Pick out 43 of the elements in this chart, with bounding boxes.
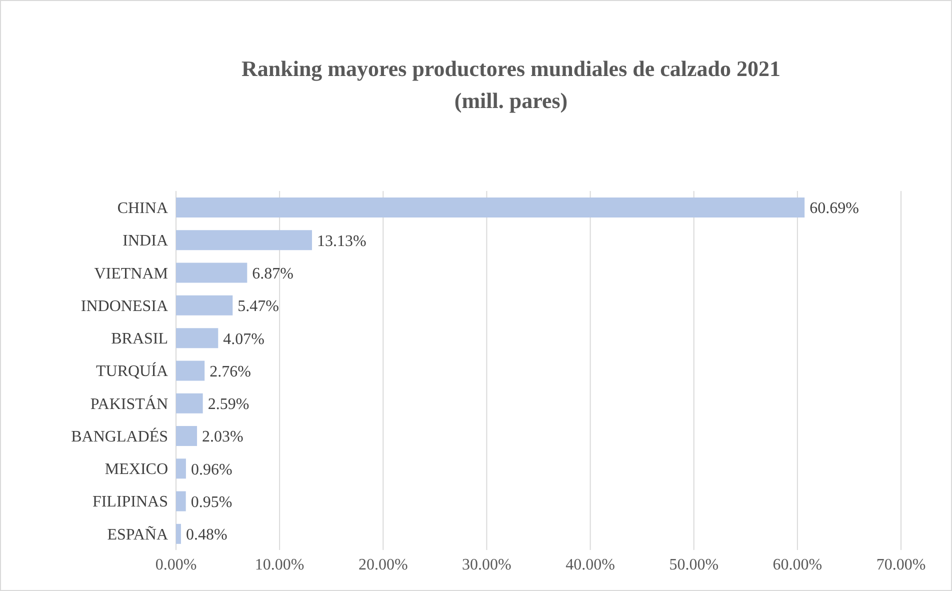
y-tick-label: TURQUÍA	[96, 362, 168, 380]
x-tick-label: 10.00%	[254, 556, 304, 574]
data-label: 6.87%	[252, 265, 294, 282]
y-tick-label: PAKISTÁN	[90, 394, 168, 413]
y-tick-label: VIETNAM	[94, 265, 168, 282]
y-tick-label: INDIA	[122, 232, 168, 250]
bar	[176, 230, 312, 250]
bar	[176, 524, 181, 544]
chart-title: Ranking mayores productores mundiales de calzado 2021	[240, 55, 782, 83]
x-tick-label: 30.00%	[462, 556, 512, 574]
x-tick-label: 60.00%	[772, 556, 822, 574]
x-tick-label: 20.00%	[358, 556, 408, 574]
data-label: 2.03%	[202, 428, 244, 446]
bar	[176, 491, 186, 512]
bar	[176, 198, 805, 218]
x-tick-label: 50.00%	[669, 556, 719, 574]
bar	[176, 360, 205, 381]
data-label: 0.96%	[190, 461, 232, 478]
data-label: 4.07%	[223, 330, 264, 348]
data-label: 2.76%	[210, 363, 251, 380]
bar	[176, 458, 186, 479]
data-label: 2.59%	[208, 396, 250, 414]
x-tick-label: 70.00%	[876, 556, 926, 574]
y-tick-label: INDONESIA	[80, 298, 168, 315]
chart-subtitle: (mill. pares)	[453, 87, 569, 115]
x-tick-label: 0.00%	[155, 556, 197, 574]
bar	[176, 393, 203, 414]
data-label: 5.47%	[238, 298, 279, 316]
data-label: 60.69%	[810, 200, 859, 218]
bar	[176, 295, 233, 316]
y-tick-label: BRASIL	[111, 330, 168, 348]
y-tick-label: ESPAÑA	[107, 525, 168, 544]
bar	[176, 426, 198, 446]
y-tick-label: MEXICO	[104, 461, 168, 478]
data-label: 13.13%	[316, 232, 366, 250]
bar	[176, 262, 248, 283]
data-label: 0.95%	[190, 494, 232, 511]
data-label: 0.48%	[186, 526, 228, 544]
y-tick-label: BANGLADÉS	[71, 427, 168, 446]
x-tick-label: 40.00%	[566, 556, 615, 574]
y-tick-label: FILIPINAS	[92, 494, 168, 511]
y-tick-label: CHINA	[117, 200, 168, 217]
bar	[176, 328, 218, 348]
